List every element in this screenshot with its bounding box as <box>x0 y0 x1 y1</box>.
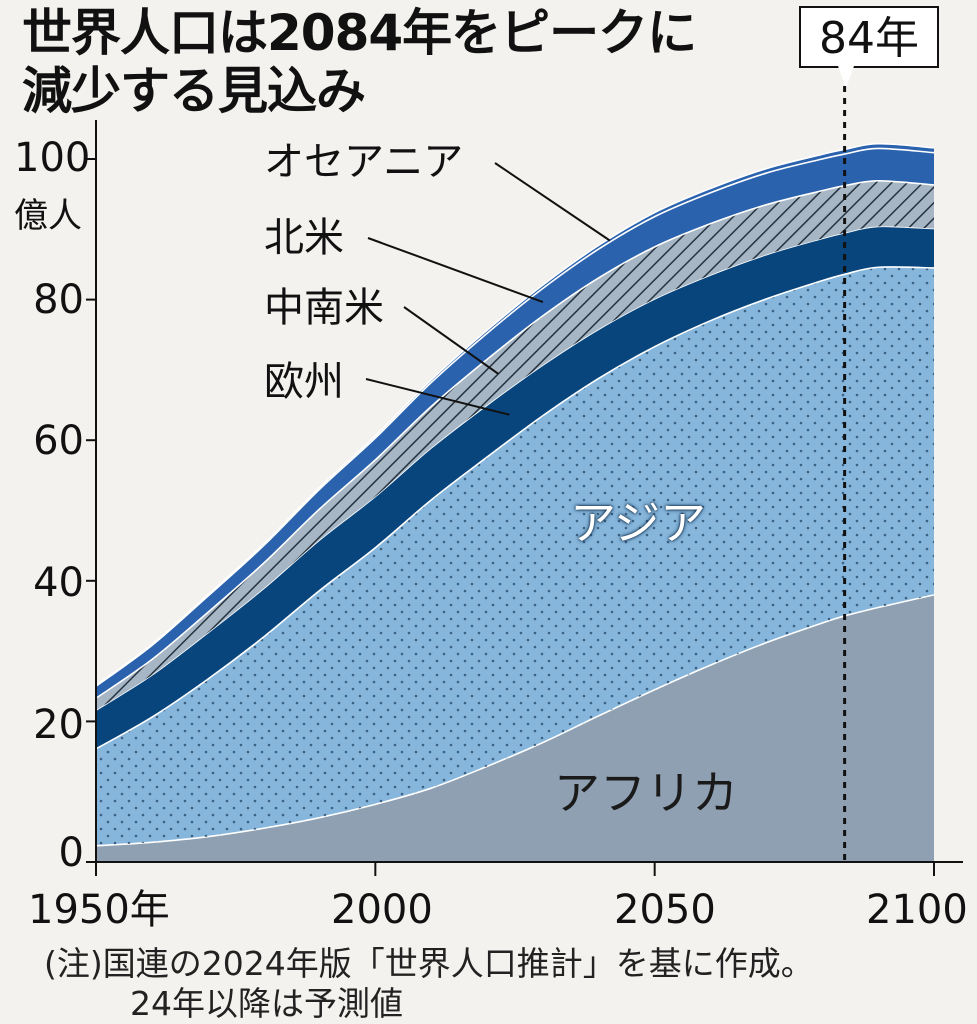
leader-line-latin-america <box>403 306 499 375</box>
y-tick-label: 40 <box>33 560 84 606</box>
y-tick-label: 100 <box>14 135 91 181</box>
x-tick-label: 1950年 <box>28 887 170 933</box>
legend-label-north-america: 北米 <box>264 215 344 261</box>
area-label-africa: アフリカ <box>554 766 738 820</box>
legend-label-latin-america: 中南米 <box>264 285 384 331</box>
area-africa <box>96 594 934 862</box>
legend-label-oceania: オセアニア <box>264 139 464 185</box>
boundary-line-asia <box>95 266 935 750</box>
chart-title-line2: 減少する見込み <box>22 62 366 120</box>
x-tick-label: 2000 <box>331 887 433 933</box>
y-axis-unit: 億人 <box>14 196 82 236</box>
leader-line-europe <box>365 378 510 416</box>
x-tick-label: 2100 <box>866 887 968 933</box>
peak-year-callout: 84年 <box>799 6 939 68</box>
footnote-line2: 24年以降は予測値 <box>130 984 403 1023</box>
leader-line-oceania <box>494 162 611 242</box>
area-pattern-asia <box>96 266 934 846</box>
y-tick-label: 80 <box>33 277 84 323</box>
y-tick-label: 60 <box>33 418 84 464</box>
boundary-line-latin-america <box>95 179 935 699</box>
peak-callout-pointer <box>838 66 854 88</box>
y-tick-label: 20 <box>33 702 84 748</box>
chart-title-line1: 世界人口は2084年をピークに <box>22 4 697 62</box>
x-tick-label: 2050 <box>614 887 716 933</box>
footnote-line1: (注)国連の2024年版「世界人口推計」を基に作成。 <box>44 944 814 983</box>
area-europe <box>96 226 934 749</box>
chart-title: 世界人口は2084年をピークに 減少する見込み <box>22 4 697 120</box>
boundary-line-oceania <box>95 142 935 686</box>
leader-line-north-america <box>367 237 544 303</box>
legend-label-europe: 欧州 <box>264 359 344 405</box>
y-tick-label: 0 <box>58 830 84 876</box>
area-label-asia: アジア <box>570 496 707 550</box>
